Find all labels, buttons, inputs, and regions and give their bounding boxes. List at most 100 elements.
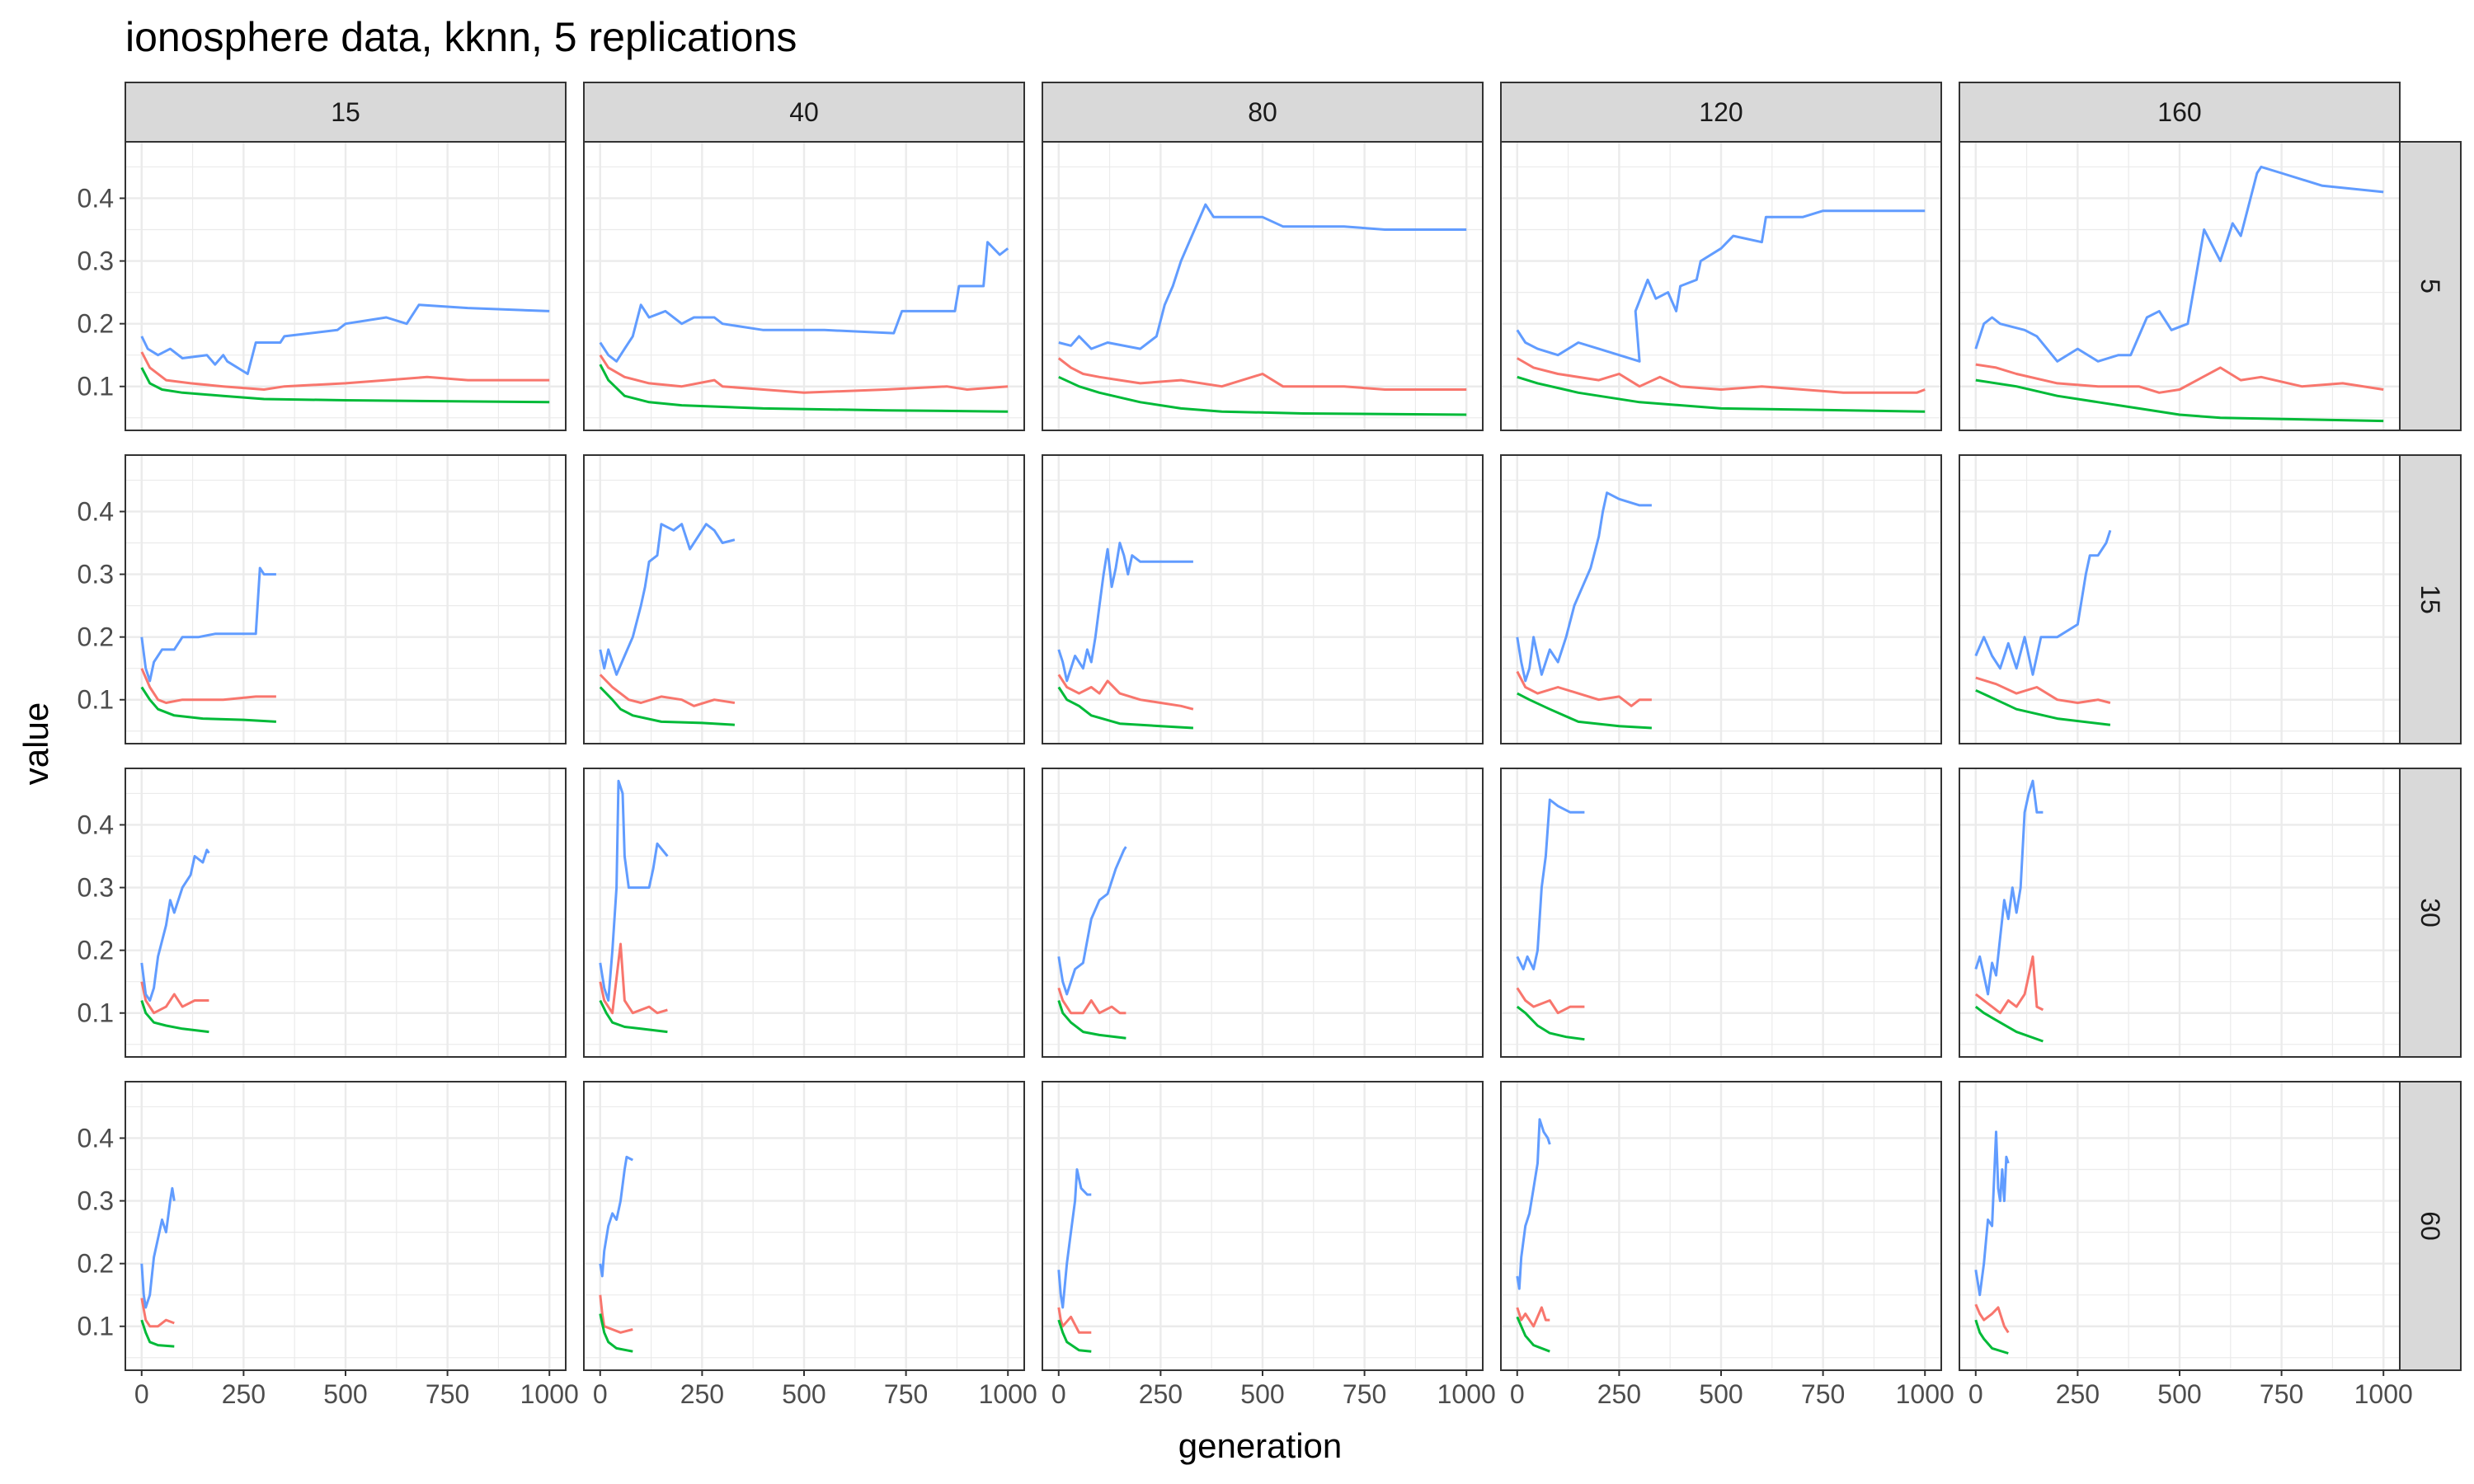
series-line-red xyxy=(140,981,209,1015)
series-line-blue xyxy=(599,523,736,676)
panel-border xyxy=(1500,141,1942,431)
panel-grid xyxy=(1501,142,1941,430)
panel-border xyxy=(1042,768,1484,1058)
x-tick-label: 750 xyxy=(1343,1379,1386,1409)
series-line-red xyxy=(599,942,668,1015)
series-line-blue xyxy=(1057,542,1193,683)
chart-title: ionosphere data, kknn, 5 replications xyxy=(125,14,797,60)
panel-grid xyxy=(1501,1082,1941,1370)
x-tick-label: 1000 xyxy=(520,1379,579,1409)
series-line-green xyxy=(1974,1005,2044,1043)
x-tick-label: 0 xyxy=(134,1379,149,1409)
series-line-blue xyxy=(140,848,210,1002)
series-line-red xyxy=(140,1298,175,1328)
panel-border xyxy=(125,768,567,1058)
series-line-green xyxy=(1975,688,2111,726)
panel-grid xyxy=(1959,142,2400,430)
series-line-green xyxy=(1517,692,1652,730)
x-tick-label: 500 xyxy=(1240,1379,1284,1409)
series-line-red xyxy=(1517,357,1926,394)
panel-grid xyxy=(125,455,566,744)
panel-grid xyxy=(584,1082,1024,1370)
panel-border xyxy=(583,454,1025,744)
column-strip-label: 40 xyxy=(789,97,819,127)
series-line-green xyxy=(599,364,1009,413)
series-line-red xyxy=(1057,1307,1092,1334)
facet-panel xyxy=(1042,768,1484,1058)
panel-border xyxy=(1959,768,2401,1058)
column-strip-label: 120 xyxy=(1699,97,1743,127)
panel-grid xyxy=(1501,455,1941,744)
series-line-red xyxy=(599,354,1009,394)
series-line-blue xyxy=(1974,529,2112,676)
facet-panel xyxy=(583,768,1025,1058)
y-tick-label: 0.3 xyxy=(78,873,114,903)
series-line-blue xyxy=(1516,1118,1551,1290)
column-strip-label: 160 xyxy=(2157,97,2201,127)
facet-panel xyxy=(583,141,1025,431)
facet-panels xyxy=(125,141,2401,1371)
row-strip-label: 5 xyxy=(2415,279,2445,294)
y-tick-label: 0.2 xyxy=(78,309,114,339)
facet-panel xyxy=(1042,454,1484,744)
series-line-blue xyxy=(599,241,1009,363)
panel-border xyxy=(125,454,567,744)
panel-grid xyxy=(1959,455,2400,744)
series-line-green xyxy=(1516,1005,1585,1041)
series-line-red xyxy=(140,351,550,391)
series-line-green xyxy=(140,686,276,723)
panel-border xyxy=(1500,454,1942,744)
x-axis-title: generation xyxy=(1178,1426,1343,1465)
panel-border xyxy=(1042,141,1484,431)
panel-border xyxy=(583,141,1025,431)
x-tick-label: 0 xyxy=(1510,1379,1525,1409)
y-tick-label: 0.2 xyxy=(78,936,114,965)
y-tick-label: 0.2 xyxy=(78,1249,114,1279)
facet-panel xyxy=(125,1081,567,1371)
x-tick-label: 0 xyxy=(1968,1379,1983,1409)
series-line-red xyxy=(1057,987,1126,1015)
series-line-red xyxy=(599,674,736,707)
row-strip-label: 15 xyxy=(2415,585,2445,614)
series-line-green xyxy=(1057,686,1193,730)
x-tick-label: 250 xyxy=(680,1379,724,1409)
facet-panel xyxy=(1500,1081,1942,1371)
facet-panel xyxy=(1500,768,1942,1058)
column-strip xyxy=(1042,82,1484,143)
series-line-green xyxy=(1058,375,1467,416)
x-axis-ticks: 0 250 500 750 1000 0 250 500 750 1000 0 250 500 750 10… xyxy=(134,1370,2413,1409)
series-line-blue xyxy=(1974,1130,2010,1297)
series-line-red xyxy=(1057,674,1194,711)
panel-grid xyxy=(1042,455,1483,744)
y-tick-label: 0.1 xyxy=(78,685,114,715)
series-line-green xyxy=(1057,1000,1126,1040)
series-line-green xyxy=(599,999,668,1034)
panel-grid xyxy=(584,455,1024,744)
panel-grid xyxy=(125,768,566,1057)
facet-panel xyxy=(125,454,567,744)
facet-panel xyxy=(583,454,1025,744)
series-line-green xyxy=(1975,378,2384,423)
x-tick-label: 1000 xyxy=(1896,1379,1954,1409)
x-tick-label: 0 xyxy=(1051,1379,1066,1409)
x-tick-label: 750 xyxy=(426,1379,469,1409)
panel-border xyxy=(583,768,1025,1058)
x-tick-label: 750 xyxy=(2260,1379,2303,1409)
series-line-red xyxy=(1974,955,2044,1015)
facet-panel xyxy=(1959,1081,2401,1371)
series-line-blue xyxy=(1057,846,1127,996)
series-line-blue xyxy=(140,566,276,683)
x-tick-label: 500 xyxy=(782,1379,825,1409)
series-line-green xyxy=(140,1319,175,1348)
x-tick-label: 250 xyxy=(2056,1379,2100,1409)
panel-border xyxy=(1042,454,1484,744)
series-line-green xyxy=(1517,375,1926,413)
y-tick-label: 0.1 xyxy=(78,998,114,1028)
series-line-blue xyxy=(599,1155,633,1278)
x-tick-label: 1000 xyxy=(1437,1379,1496,1409)
x-tick-label: 500 xyxy=(2157,1379,2201,1409)
facet-panel xyxy=(1959,768,2401,1058)
x-tick-label: 500 xyxy=(323,1379,367,1409)
series-line-blue xyxy=(1516,491,1652,683)
y-tick-label: 0.2 xyxy=(78,622,114,652)
